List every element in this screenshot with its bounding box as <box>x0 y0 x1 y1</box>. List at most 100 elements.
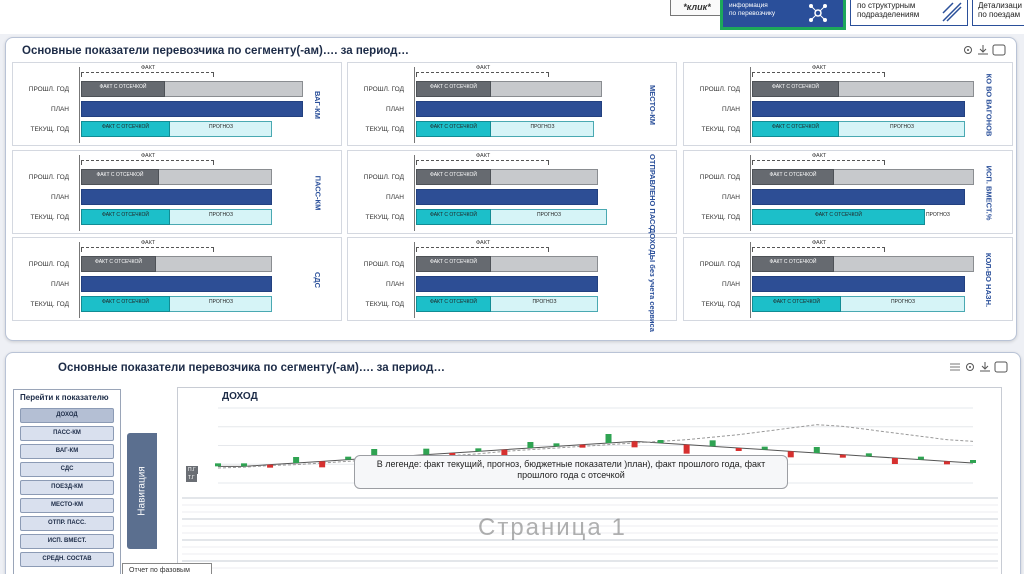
row-label: ПЛАН <box>722 106 740 113</box>
candle-bar <box>293 457 300 463</box>
trains-detail-tile[interactable]: Детализаци по поездам <box>972 0 1024 26</box>
row-label: ТЕКУЩ. ГОД <box>30 126 69 133</box>
fakt-bracket <box>81 160 214 165</box>
indicator-card[interactable]: ПРОШЛ. ГОД ПЛАН ТЕКУЩ. ГОД ФАКТ ФАКТ С ОТСЕЧ… <box>683 150 1013 234</box>
prev-year-fact-label: ФАКТ С ОТСЕЧКОЙ <box>430 259 477 265</box>
nav-item[interactable]: ОТПР. ПАСС. <box>20 516 114 531</box>
current-fact-bar: ФАКТ С ОТСЕЧКОЙ <box>81 209 170 225</box>
phase-report-link[interactable]: Отчет по фазовым <box>122 563 212 574</box>
candle-bar <box>475 448 482 452</box>
chart-title: ДОХОД <box>222 391 258 402</box>
prev-year-fact-bar: ФАКТ С ОТСЕЧКОЙ <box>416 169 491 185</box>
candle-bar <box>631 441 638 448</box>
row-label: ПЛАН <box>51 281 69 288</box>
prev-year-fact-label: ФАКТ С ОТСЕЧКОЙ <box>430 172 477 178</box>
indicator-card[interactable]: ПРОШЛ. ГОД ПЛАН ТЕКУЩ. ГОД ФАКТ ФАКТ С ОТСЕЧ… <box>347 62 677 146</box>
fakt-bracket <box>752 160 885 165</box>
candle-bar <box>787 451 794 458</box>
row-label: ПРОШЛ. ГОД <box>363 86 404 93</box>
fakt-bracket <box>416 160 549 165</box>
indicator-card[interactable]: ПРОШЛ. ГОД ПЛАН ТЕКУЩ. ГОД ФАКТ ФАКТ С ОТСЕЧ… <box>347 150 677 234</box>
panel1-title: Основные показатели перевозчика по сегме… <box>22 45 409 57</box>
nav-list: ДОХОД ПАСС-КМ ВАГ-КМ СДС ПОЕЗД-КМ МЕСТО-КМ ОТП… <box>14 408 120 567</box>
row-label: ПЛАН <box>386 194 404 201</box>
prev-year-fact-bar: ФАКТ С ОТСЕЧКОЙ <box>752 81 839 97</box>
current-fact-bar: ФАКТ С ОТСЕЧКОЙ <box>752 121 839 137</box>
prev-year-fact-bar: ФАКТ С ОТСЕЧКОЙ <box>752 169 834 185</box>
nav-item[interactable]: МЕСТО-КМ <box>20 498 114 513</box>
candle-bar <box>970 460 976 463</box>
indicator-card[interactable]: ПРОШЛ. ГОД ПЛАН ТЕКУЩ. ГОД ФАКТ ФАКТ С ОТСЕЧ… <box>347 228 677 332</box>
fakt-bracket <box>416 247 549 252</box>
carrier-info-tile[interactable]: информация по перевозчику <box>720 0 846 30</box>
candle-bar <box>215 463 221 467</box>
row-label: ТЕКУЩ. ГОД <box>365 301 404 308</box>
current-fact-bar: ФАКТ С ОТСЕЧКОЙ <box>416 296 491 312</box>
grid-icon[interactable] <box>949 361 961 373</box>
forecast-label: ПРОГНОЗ <box>537 212 561 218</box>
nav-item[interactable]: ПАСС-КМ <box>20 426 114 441</box>
card-side-label: ПАСС-КМ <box>313 175 322 211</box>
current-fact-bar: ФАКТ С ОТСЕЧКОЙ <box>752 296 841 312</box>
download-icon[interactable] <box>977 44 989 56</box>
card-side-label: КО ВО ВАГОНОВ <box>984 73 994 137</box>
candle-bar <box>865 453 872 457</box>
nav-item[interactable]: ДОХОД <box>20 408 114 423</box>
download-icon-2[interactable] <box>979 361 991 373</box>
series-line <box>218 440 974 467</box>
prev-year-fact-label: ФАКТ С ОТСЕЧКОЙ <box>96 172 144 178</box>
indicator-card[interactable]: ПРОШЛ. ГОД ПЛАН ТЕКУЩ. ГОД ФАКТ ФАКТ С ОТСЕЧ… <box>683 62 1013 146</box>
card-side-label: МЕСТО-КМ <box>648 84 657 126</box>
prev-year-fact-label: ФАКТ С ОТСЕЧКОЙ <box>430 84 477 90</box>
candle-bar <box>501 449 508 456</box>
candle-bar <box>943 461 950 465</box>
current-fact-label: ФАКТ С ОТСЕЧКОЙ <box>102 212 149 218</box>
indicator-card[interactable]: ПРОШЛ. ГОД ПЛАН ТЕКУЩ. ГОД ФАКТ ФАКТ С ОТСЕЧ… <box>683 237 1013 321</box>
nav-item[interactable]: СДС <box>20 462 114 477</box>
indicator-card[interactable]: ПРОШЛ. ГОД ПЛАН ТЕКУЩ. ГОД ФАКТ ФАКТ С ОТСЕЧ… <box>12 62 342 146</box>
fakt-label: ФАКТ <box>476 153 491 159</box>
nav-item[interactable]: ВАГ-КМ <box>20 444 114 459</box>
current-fact-bar: ФАКТ С ОТСЕЧКОЙ <box>81 121 170 137</box>
prev-year-fact-label: ФАКТ С ОТСЕЧКОЙ <box>769 259 817 265</box>
current-fact-label: ФАКТ С ОТСЕЧКОЙ <box>430 212 477 218</box>
row-label: ПЛАН <box>386 106 404 113</box>
candle-bar <box>371 449 378 458</box>
nav-item[interactable]: СРЕДН. СОСТАВ <box>20 552 114 567</box>
plan-bar <box>81 189 272 205</box>
settings-icon-2[interactable] <box>964 361 976 373</box>
nav-item[interactable]: ИСП. ВМЕСТ. <box>20 534 114 549</box>
expand-icon[interactable] <box>992 44 1006 56</box>
nav-item[interactable]: ПОЕЗД-КМ <box>20 480 114 495</box>
prev-year-fact-bar: ФАКТ С ОТСЕЧКОЙ <box>752 256 834 272</box>
navigation-tab-label: Навигация <box>136 466 148 516</box>
struct-units-tile[interactable]: по структурным подразделениям <box>850 0 968 26</box>
expand-icon-2[interactable] <box>994 361 1008 373</box>
forecast-label: ПРОГНОЗ <box>209 124 233 130</box>
indicator-card[interactable]: ПРОШЛ. ГОД ПЛАН ТЕКУЩ. ГОД ФАКТ ФАКТ С ОТСЕЧ… <box>12 237 342 321</box>
fakt-bracket <box>416 72 549 77</box>
forecast-label: ПРОГНОЗ <box>891 299 915 305</box>
row-label: ТЕКУЩ. ГОД <box>30 301 69 308</box>
current-fact-bar: ФАКТ С ОТСЕЧКОЙ <box>416 209 491 225</box>
click-hint: *клик* <box>670 0 724 16</box>
row-label: ПРОШЛ. ГОД <box>28 174 69 181</box>
navigation-tab[interactable]: Навигация <box>127 433 157 549</box>
card-side-label: КОЛ-ВО НАЗН. <box>984 252 994 308</box>
network-icon <box>809 4 827 22</box>
card-side-label: ОТПРАВЛЕНО ПАСС. <box>648 154 657 232</box>
row-label: ТЕКУЩ. ГОД <box>365 126 404 133</box>
row-label: ТЕКУЩ. ГОД <box>365 214 404 221</box>
candle-bar <box>605 434 612 443</box>
row-label: ПРОШЛ. ГОД <box>699 261 740 268</box>
row-label: ПРОШЛ. ГОД <box>28 261 69 268</box>
row-label: ПРОШЛ. ГОД <box>699 86 740 93</box>
indicator-card[interactable]: ПРОШЛ. ГОД ПЛАН ТЕКУЩ. ГОД ФАКТ ФАКТ С ОТСЕЧ… <box>12 150 342 234</box>
current-fact-label: ФАКТ С ОТСЕЧКОЙ <box>773 299 820 305</box>
revenue-chart: ДОХОД П.Г Т.Г В легенде: факт текущий, п… <box>177 387 1002 574</box>
settings-icon[interactable] <box>962 44 974 56</box>
info-tile-line1: информация <box>729 2 768 9</box>
fakt-label: ФАКТ <box>476 65 491 71</box>
prev-year-fact-label: ФАКТ С ОТСЕЧКОЙ <box>772 84 819 90</box>
card-axis <box>750 67 751 143</box>
